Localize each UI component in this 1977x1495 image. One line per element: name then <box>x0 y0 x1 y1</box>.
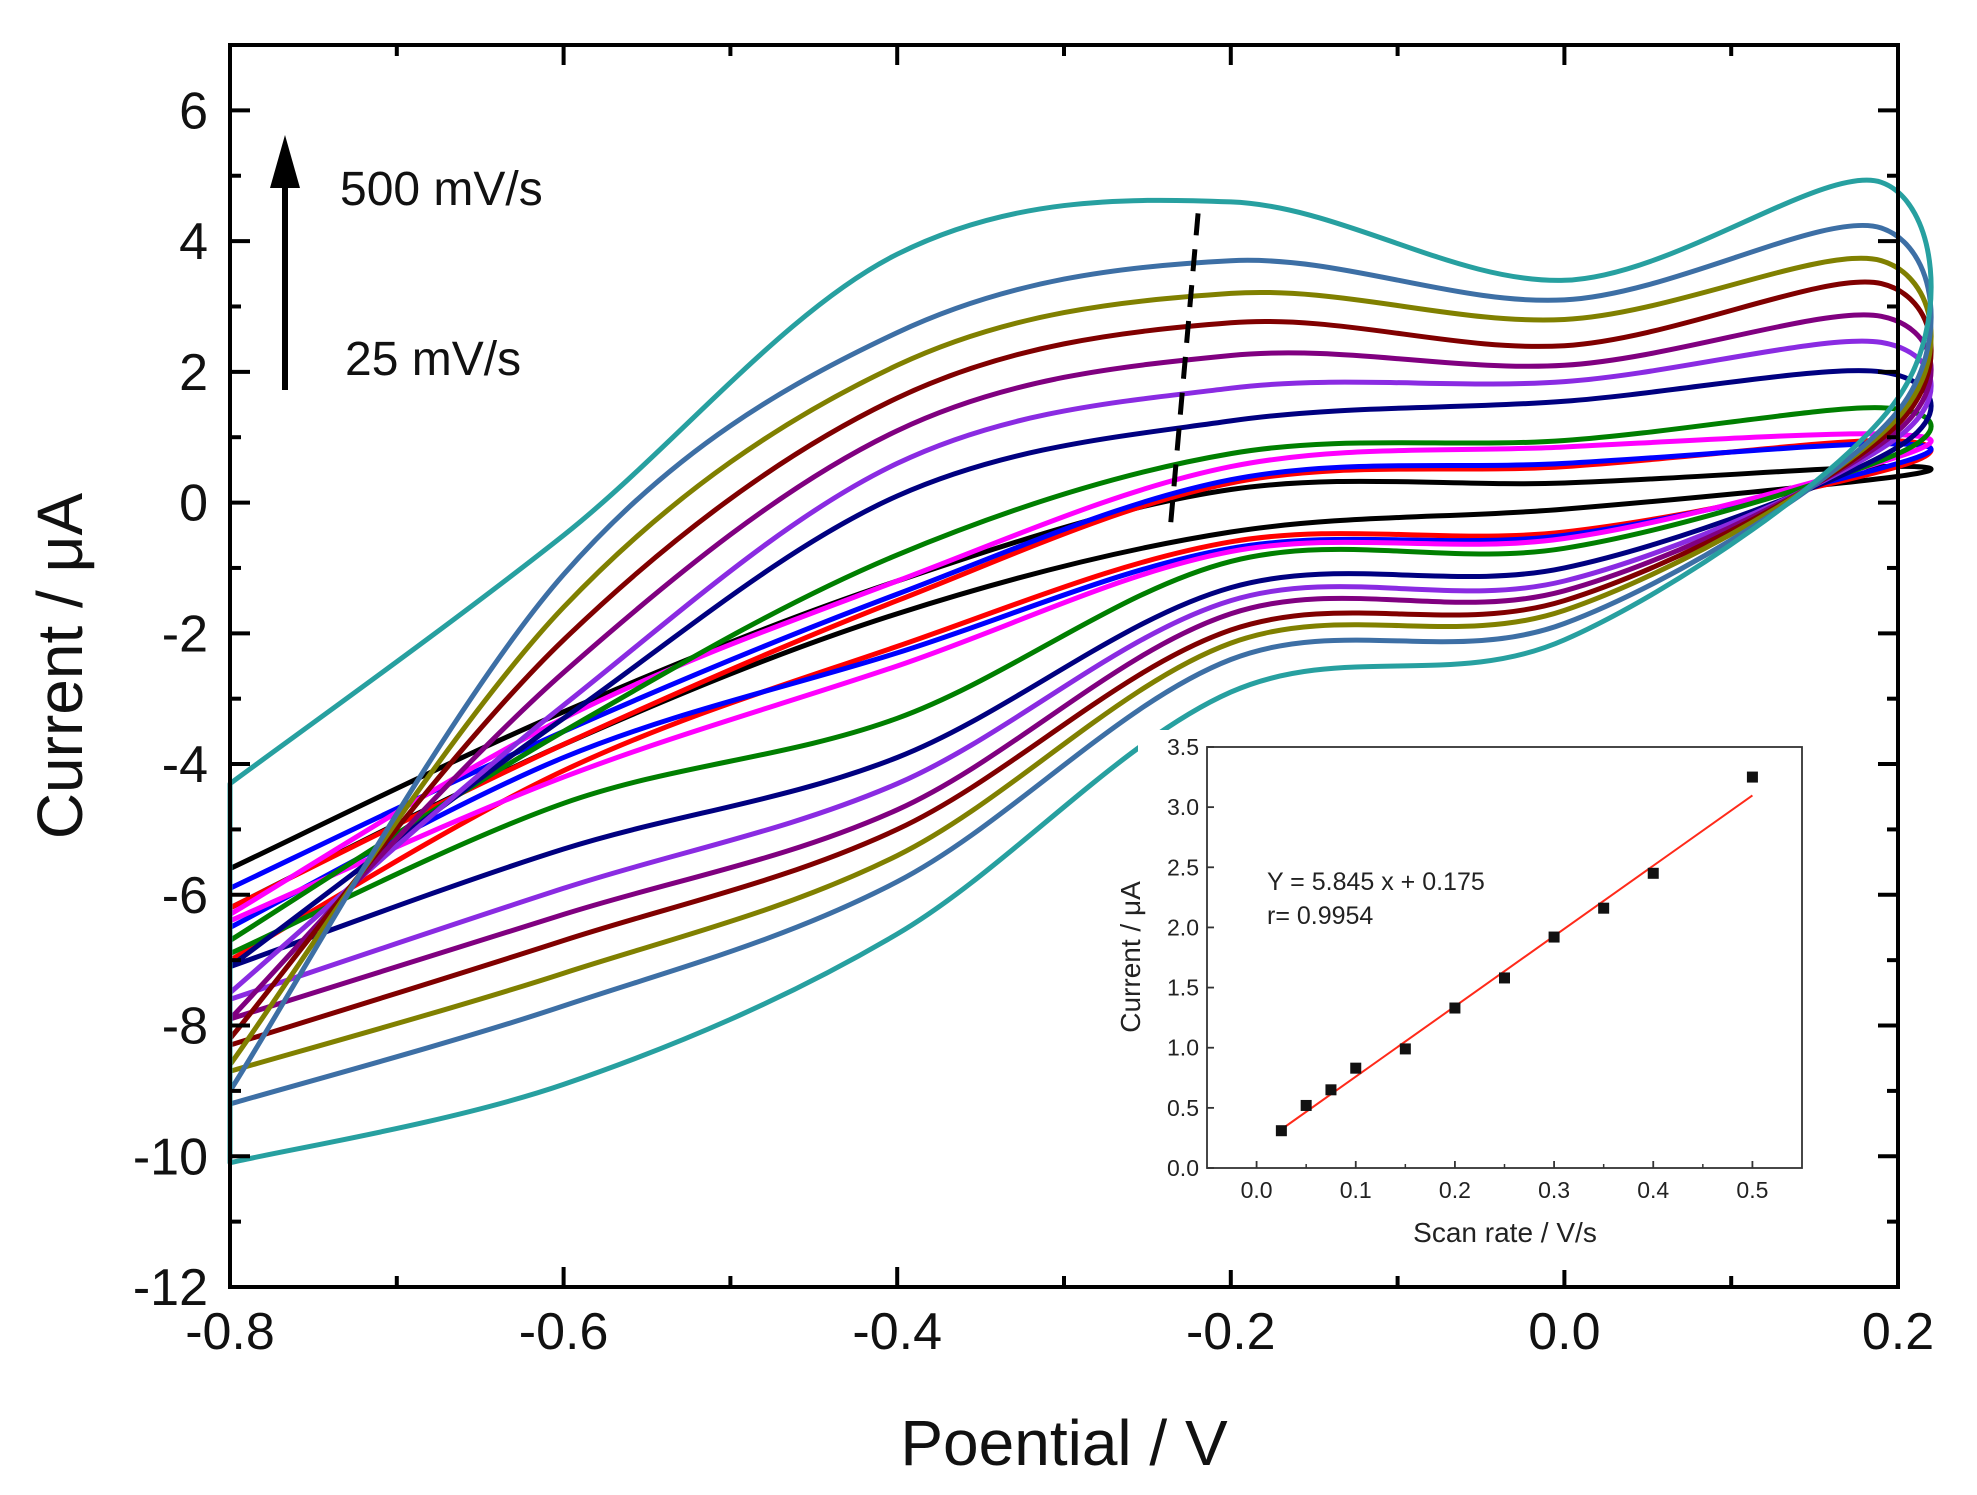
inset-data-point <box>1350 1062 1362 1074</box>
inset-background <box>1138 730 1850 1270</box>
arrow-head <box>270 135 300 188</box>
main-x-tick-labels: -0.8 -0.6 -0.4 -0.2 0.0 0.2 <box>185 1303 1934 1361</box>
cv-curve-400-mv-s <box>227 255 1934 1074</box>
cv-curves <box>227 177 1934 1166</box>
y-tick-label: 0 <box>179 475 208 533</box>
inset-y-tick-label: 2.5 <box>1167 854 1199 880</box>
y-tick-label: -6 <box>162 867 208 925</box>
cv-curve-450-mv-s <box>227 222 1934 1107</box>
inset-data-point <box>1548 931 1560 943</box>
inset-r-value: r= 0.9954 <box>1267 902 1373 930</box>
inset-x-axis-title: Scan rate / V/s <box>1413 1217 1597 1248</box>
y-tick-label: -4 <box>162 736 208 794</box>
inset-data-point <box>1275 1125 1287 1137</box>
inset-data-point <box>1499 972 1510 984</box>
y-tick-label: 4 <box>179 213 208 271</box>
inset-x-tick-labels: 0.0 0.1 0.2 0.3 0.4 0.5 <box>1241 1177 1769 1203</box>
inset-x-tick-label: 0.5 <box>1736 1177 1768 1203</box>
inset-y-tick-label: 1.5 <box>1167 975 1199 1001</box>
inset-plot: 0.0 0.1 0.2 0.3 0.4 0.5 0.0 0.5 1.0 1.5 2.0 2.5 3.0… <box>1115 730 1850 1270</box>
inset-data-point <box>1449 1002 1461 1014</box>
label-500-mv-s: 500 mV/s <box>340 163 543 216</box>
y-tick-label: 6 <box>179 82 208 140</box>
main-y-tick-labels: -12 -10 -8 -6 -4 -2 0 2 4 6 <box>133 82 208 1317</box>
inset-y-tick-label: 2.0 <box>1167 914 1199 940</box>
inset-data-point <box>1647 867 1659 879</box>
inset-x-tick-label: 0.2 <box>1439 1177 1471 1203</box>
main-x-axis-title: Poential / V <box>900 1407 1228 1479</box>
inset-x-tick-label: 0.4 <box>1637 1177 1669 1203</box>
inset-y-tick-label: 0.5 <box>1167 1095 1199 1121</box>
x-tick-label: 0.0 <box>1528 1303 1600 1361</box>
label-25-mv-s: 25 mV/s <box>345 333 521 386</box>
peak-shift-dashed-line <box>1168 201 1202 523</box>
inset-y-tick-labels: 0.0 0.5 1.0 1.5 2.0 2.5 3.0 3.5 <box>1167 734 1199 1181</box>
cv-curve-75-mv-s <box>227 441 1934 930</box>
y-tick-label: -8 <box>162 998 208 1056</box>
y-tick-label: -12 <box>133 1259 208 1317</box>
inset-y-axis-title: Current / μA <box>1115 881 1146 1033</box>
inset-y-tick-label: 0.0 <box>1167 1155 1199 1181</box>
inset-y-tick-label: 3.0 <box>1167 794 1199 820</box>
inset-y-tick-label: 3.5 <box>1167 734 1199 760</box>
main-axis-ticks <box>228 43 1900 1289</box>
inset-equation: Y = 5.845 x + 0.175 <box>1267 868 1485 896</box>
inset-data-point <box>1746 771 1758 783</box>
x-tick-label: -0.4 <box>852 1303 942 1361</box>
inset-data-point <box>1325 1084 1337 1096</box>
cv-curve-100-mv-s <box>227 431 1934 924</box>
y-tick-label: 2 <box>179 344 208 402</box>
x-tick-label: -0.6 <box>519 1303 609 1361</box>
y-tick-label: -2 <box>162 605 208 663</box>
inset-x-tick-label: 0.3 <box>1538 1177 1570 1203</box>
inset-data-point <box>1399 1043 1411 1055</box>
inset-x-tick-label: 0.0 <box>1241 1177 1273 1203</box>
x-tick-label: 0.2 <box>1862 1303 1934 1361</box>
inset-data-point <box>1300 1099 1312 1111</box>
inset-data-point <box>1598 902 1610 914</box>
inset-fit-line <box>1280 794 1753 1131</box>
x-tick-label: -0.2 <box>1186 1303 1276 1361</box>
inset-axis-ticks <box>1207 746 1754 1169</box>
main-y-axis-title: Current / μA <box>24 493 96 840</box>
x-tick-label: -0.8 <box>185 1303 275 1361</box>
inset-y-tick-label: 1.0 <box>1167 1035 1199 1061</box>
cv-curve-150-mv-s <box>227 405 1934 957</box>
y-tick-label: -10 <box>133 1128 208 1186</box>
main-plot: -0.8 -0.6 -0.4 -0.2 0.0 0.2 -12 -10 -8 -6 -4 -2 0 2 4… <box>24 43 1934 1479</box>
inset-data-points <box>1275 771 1758 1137</box>
inset-x-tick-label: 0.1 <box>1340 1177 1372 1203</box>
cv-curve-500-mv-s <box>227 177 1934 1166</box>
scan-rate-arrow <box>270 135 300 390</box>
